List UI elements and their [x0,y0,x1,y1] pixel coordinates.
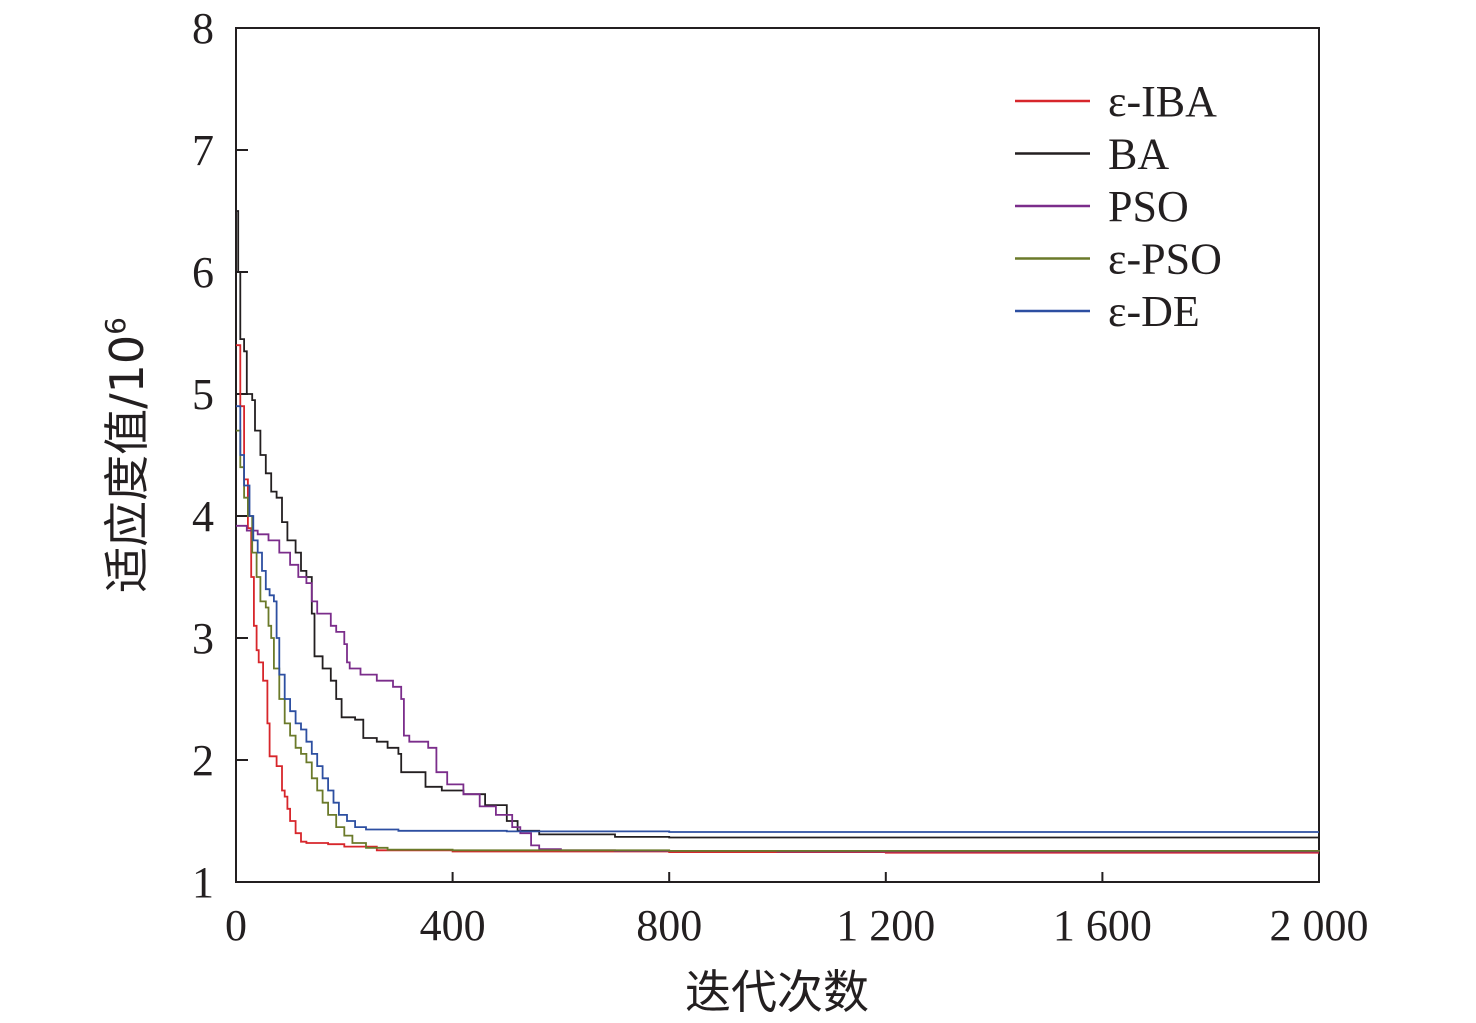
y-tick-label: 1 [192,858,214,907]
y-axis-ticks: 1 2 3 4 5 6 7 8 [192,4,248,907]
x-tick-label: 0 [225,901,247,950]
y-tick-label: 5 [192,370,214,419]
x-tick-label: 1 600 [1053,901,1152,950]
series-line-4 [236,405,1319,833]
legend-label: ε-IBA [1108,77,1217,126]
y-tick-label: 2 [192,736,214,785]
y-tick-label: 8 [192,4,214,53]
legend-label: BA [1108,130,1169,179]
x-tick-label: 1 200 [836,901,935,950]
series-line-2 [236,524,1319,853]
legend-label: ε-DE [1108,287,1200,336]
x-axis-ticks: 0 400 800 1 200 1 600 2 000 [225,872,1369,950]
legend-label: ε-PSO [1108,235,1222,284]
x-tick-label: 2 000 [1270,901,1369,950]
x-tick-label: 800 [636,901,702,950]
y-axis-title: 适应度值/106 [99,317,154,593]
y-tick-label: 3 [192,614,214,663]
y-tick-label: 6 [192,248,214,297]
series-lines [236,210,1320,854]
y-axis-title-superscript: 6 [99,317,132,335]
y-tick-label: 4 [192,492,214,541]
x-axis-title: 迭代次数 [685,965,869,1019]
y-tick-label: 7 [192,126,214,175]
legend-label: PSO [1108,182,1189,231]
series-line-0 [236,344,1319,854]
y-axis-title-main: 适应度值/10 [100,335,154,593]
series-line-3 [236,429,1320,852]
plot-area-frame [235,27,1320,883]
x-tick-label: 400 [420,901,486,950]
